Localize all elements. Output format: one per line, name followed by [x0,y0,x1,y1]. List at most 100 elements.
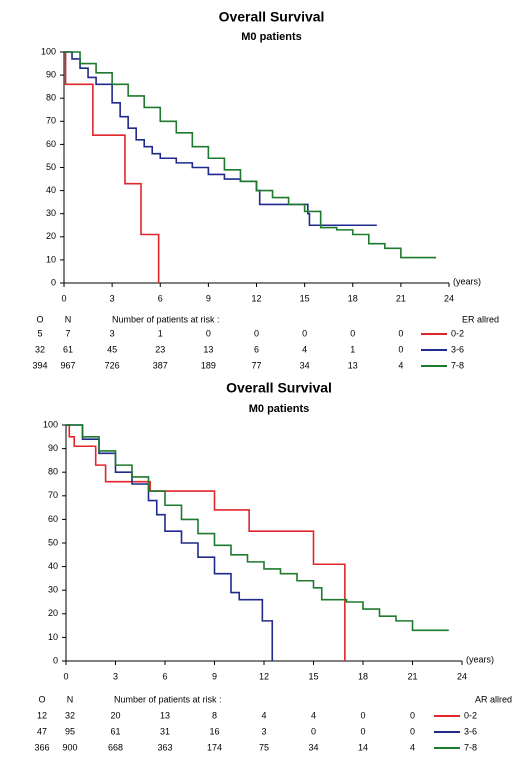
risk-count: 4 [311,710,316,720]
chart-subtitle: M0 patients [241,31,302,43]
risk-n: 61 [63,344,73,354]
x-tick-label: 0 [61,293,66,303]
x-tick-label: 24 [457,671,467,681]
risk-n: 95 [65,726,75,736]
risk-count: 13 [348,360,358,370]
risk-count: 3 [110,328,115,338]
x-tick-label: 18 [358,671,368,681]
risk-count: 77 [251,360,261,370]
legend-label: 7-8 [464,742,477,752]
risk-count: 4 [302,344,307,354]
risk-count: 726 [105,360,120,370]
x-tick-label: 9 [206,293,211,303]
y-tick-label: 40 [46,185,56,195]
y-tick-label: 100 [43,419,58,429]
legend-label: 0-2 [451,328,464,338]
risk-count: 34 [300,360,310,370]
risk-count: 1 [158,328,163,338]
risk-count: 16 [209,726,219,736]
risk-count: 8 [212,710,217,720]
risk-count: 31 [160,726,170,736]
risk-count: 189 [201,360,216,370]
y-tick-label: 50 [48,537,58,547]
risk-count: 0 [206,328,211,338]
risk-o: 32 [35,344,45,354]
chart-subtitle: M0 patients [249,403,310,415]
x-tick-label: 0 [63,671,68,681]
risk-count: 45 [107,344,117,354]
risk-n: 900 [62,742,77,752]
risk-count: 0 [254,328,259,338]
risk-count: 34 [308,742,318,752]
y-tick-label: 10 [46,254,56,264]
survival-curve [66,424,346,661]
risk-count: 13 [160,710,170,720]
risk-count: 0 [360,710,365,720]
x-tick-label: 24 [444,293,454,303]
legend-label: 3-6 [451,344,464,354]
legend-label: 0-2 [464,710,477,720]
risk-n: 32 [65,710,75,720]
chart-title: Overall Survival [226,380,332,396]
risk-n: 7 [65,328,70,338]
legend-title: ER allred [462,314,499,324]
y-tick-label: 60 [48,514,58,524]
survival-curve [64,51,160,283]
x-axis-label: (years) [466,654,494,664]
risk-count: 6 [254,344,259,354]
y-tick-label: 30 [46,208,56,218]
y-tick-label: 40 [48,561,58,571]
risk-o: 47 [37,726,47,736]
risk-o: 12 [37,710,47,720]
y-tick-label: 70 [46,116,56,126]
legend-label: 7-8 [451,360,464,370]
risk-count: 23 [155,344,165,354]
risk-count: 1 [350,344,355,354]
survival-curve [66,424,449,632]
risk-count: 20 [110,710,120,720]
risk-count: 174 [207,742,222,752]
risk-count: 13 [203,344,213,354]
risk-count: 0 [398,344,403,354]
survival-curve [64,51,377,227]
risk-count: 387 [153,360,168,370]
risk-caption: Number of patients at risk : [112,314,220,324]
y-tick-label: 30 [48,585,58,595]
risk-count: 668 [108,742,123,752]
survival-curve [66,424,274,661]
risk-count: 0 [360,726,365,736]
risk-o: 5 [37,328,42,338]
risk-count: 363 [157,742,172,752]
risk-count: 14 [358,742,368,752]
y-tick-label: 80 [46,93,56,103]
risk-count: 4 [261,710,266,720]
risk-header-n: N [65,314,72,324]
y-tick-label: 20 [48,608,58,618]
x-tick-label: 6 [158,293,163,303]
x-tick-label: 18 [348,293,358,303]
x-axis-label: (years) [453,276,481,286]
risk-count: 0 [410,726,415,736]
y-tick-label: 0 [53,655,58,665]
y-tick-label: 70 [48,490,58,500]
x-tick-label: 3 [113,671,118,681]
risk-count: 0 [311,726,316,736]
risk-count: 75 [259,742,269,752]
x-tick-label: 3 [110,293,115,303]
y-tick-label: 10 [48,632,58,642]
risk-o: 394 [32,360,47,370]
risk-count: 0 [350,328,355,338]
x-tick-label: 9 [212,671,217,681]
x-tick-label: 15 [308,671,318,681]
risk-header-n: N [67,694,74,704]
y-tick-label: 0 [51,277,56,287]
x-tick-label: 12 [259,671,269,681]
x-tick-label: 21 [396,293,406,303]
risk-header-o: O [36,314,43,324]
legend-label: 3-6 [464,726,477,736]
risk-count: 3 [261,726,266,736]
y-tick-label: 20 [46,231,56,241]
x-tick-label: 6 [162,671,167,681]
risk-count: 0 [302,328,307,338]
